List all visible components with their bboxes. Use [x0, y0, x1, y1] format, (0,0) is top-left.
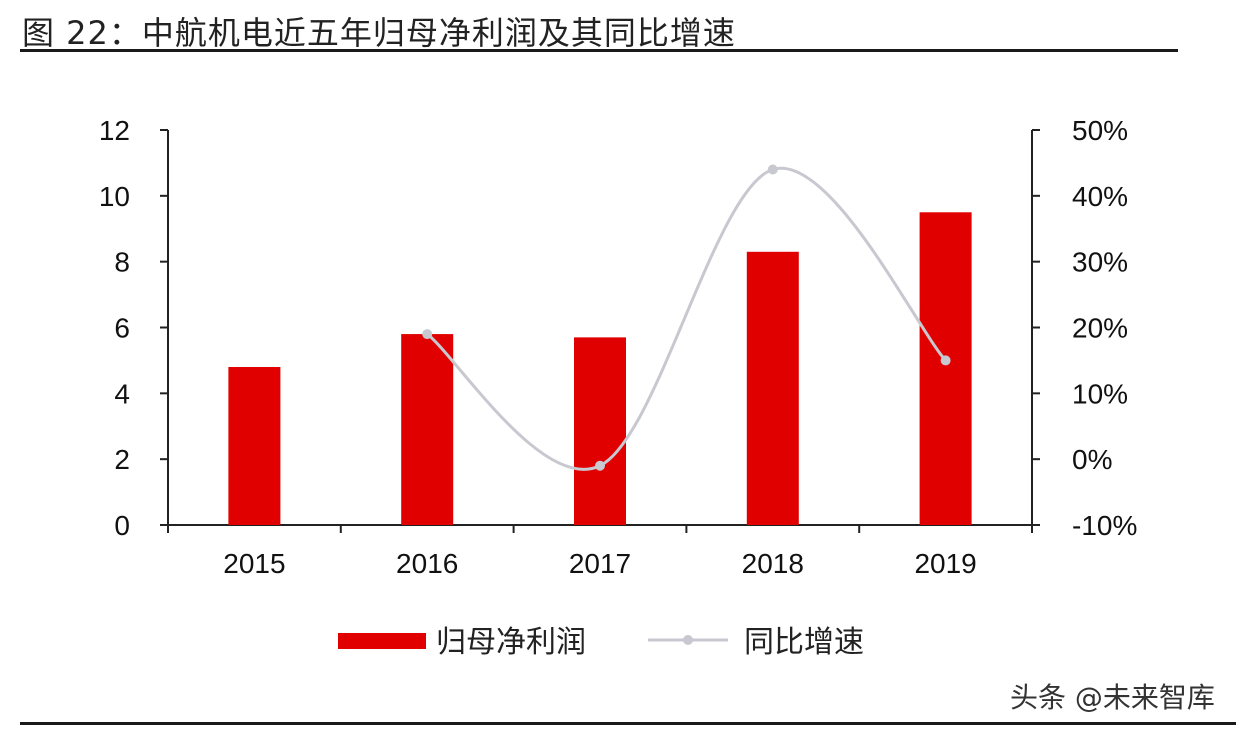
bar-net-profit [574, 337, 626, 525]
legend-bar-label: 归母净利润 [436, 625, 586, 660]
growth-rate-line [426, 166, 947, 471]
chart-legend: 归母净利润 同比增速 [338, 625, 864, 660]
x-tick-label: 2016 [396, 548, 458, 579]
left-tick-label: 0 [114, 510, 130, 541]
legend-bar-swatch [338, 633, 426, 649]
left-tick-label: 2 [114, 444, 130, 475]
legend-line-label: 同比增速 [744, 625, 864, 660]
right-tick-label: -10% [1072, 510, 1137, 541]
right-tick-label: 50% [1072, 115, 1128, 146]
left-tick-label: 4 [114, 378, 130, 409]
growth-point [422, 329, 433, 340]
x-tick-label: 2019 [914, 548, 976, 579]
left-tick-label: 8 [114, 247, 130, 278]
right-tick-label: 30% [1072, 247, 1128, 278]
right-tick-label: 0% [1072, 444, 1112, 475]
right-tick-label: 10% [1072, 378, 1128, 409]
figure-title: 图 22：中航机电近五年归母净利润及其同比增速 [22, 14, 736, 52]
growth-point [940, 355, 951, 366]
x-tick-label: 2017 [569, 548, 631, 579]
growth-point [595, 460, 605, 471]
x-tick-label: 2015 [223, 548, 285, 579]
growth-point [767, 164, 778, 175]
watermark-text: 头条 @未来智库 [1010, 681, 1215, 714]
left-tick-label: 10 [99, 181, 130, 212]
title-divider [20, 49, 1178, 52]
bottom-divider [20, 722, 1236, 725]
bar-net-profit [228, 367, 281, 525]
legend-line-marker [683, 635, 693, 645]
right-tick-label: 40% [1072, 181, 1128, 212]
x-tick-label: 2018 [742, 548, 804, 579]
right-tick-label: 20% [1072, 313, 1128, 344]
bar-net-profit [401, 334, 454, 525]
bar-net-profit [919, 212, 972, 525]
left-tick-label: 12 [99, 115, 130, 146]
bar-net-profit [746, 251, 799, 525]
left-tick-label: 6 [114, 313, 130, 344]
